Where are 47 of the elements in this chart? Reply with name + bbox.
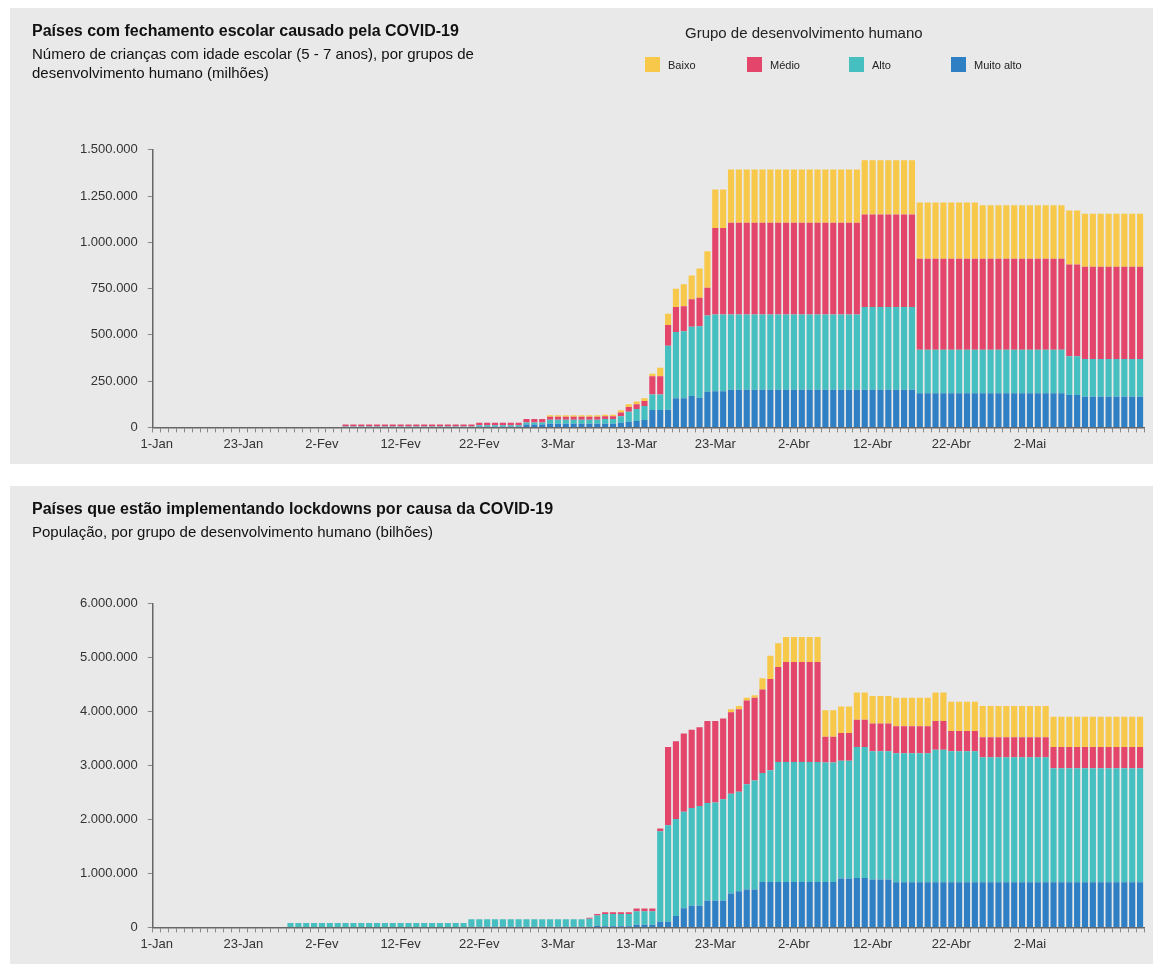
x-tick-label: 12-Fev xyxy=(380,935,422,951)
y-tick-label: 500.000 xyxy=(90,326,138,342)
x-tick-label: 13-Mar xyxy=(616,435,658,451)
y-tick-label: 5.000.000 xyxy=(79,649,138,665)
legend-label: Médio xyxy=(770,58,800,71)
x-tick-label: 22-Fev xyxy=(459,935,501,951)
x-tick-label: 2-Abr xyxy=(778,435,811,451)
y-tick-label: 3.000.000 xyxy=(79,757,138,773)
x-tick-label: 12-Abr xyxy=(853,435,893,451)
y-tick-label: 2.000.000 xyxy=(79,811,138,827)
chart-subtitle: População, por grupo de desenvolvimento humano (bilhões) xyxy=(32,522,435,541)
x-tick-label: 2-Mai xyxy=(1013,935,1047,951)
y-tick-label: 6.000.000 xyxy=(79,595,138,611)
legend-label: Baixo xyxy=(668,58,696,71)
legend-label: Muito alto xyxy=(974,58,1022,71)
x-tick-label: 12-Fev xyxy=(380,435,422,451)
x-tick-label: 3-Mar xyxy=(540,935,576,951)
y-tick-label: 1.000.000 xyxy=(79,233,138,249)
x-tick-label: 22-Abr xyxy=(931,435,972,451)
y-tick-label: 0 xyxy=(130,918,138,934)
y-tick-label: 1.000.000 xyxy=(79,865,138,881)
legend-title: Grupo de desenvolvimento humano xyxy=(685,24,924,41)
chart-title: Países que estão implementando lockdowns por causa da COVID-19 xyxy=(32,500,554,518)
legend-label: Alto xyxy=(872,58,891,71)
x-tick-label: 1-Jan xyxy=(140,935,174,951)
y-tick-label: 250.000 xyxy=(90,372,138,388)
y-tick-label: 1.500.000 xyxy=(79,141,138,157)
x-tick-label: 2-Mai xyxy=(1013,435,1047,451)
x-tick-label: 2-Fev xyxy=(305,435,340,451)
y-tick-label: 1.250.000 xyxy=(79,187,138,203)
y-tick-label: 0 xyxy=(130,418,138,434)
x-tick-label: 13-Mar xyxy=(616,935,658,951)
x-tick-label: 3-Mar xyxy=(540,435,576,451)
x-tick-label: 23-Mar xyxy=(694,935,737,951)
x-tick-label: 12-Abr xyxy=(853,935,893,951)
x-tick-label: 22-Fev xyxy=(459,435,501,451)
x-tick-label: 22-Abr xyxy=(931,935,972,951)
chart-subtitle: Número de crianças com idade escolar (5 - 7 anos), por grupos de desenvolvimento humano (milhões) xyxy=(32,44,475,82)
x-tick-label: 23-Jan xyxy=(223,935,264,951)
chart-title: Países com fechamento escolar causado pela COVID-19 xyxy=(32,22,459,40)
y-tick-label: 4.000.000 xyxy=(79,703,138,719)
x-tick-label: 23-Mar xyxy=(694,435,737,451)
x-tick-label: 23-Jan xyxy=(223,435,264,451)
y-tick-label: 750.000 xyxy=(90,280,138,296)
x-tick-label: 2-Abr xyxy=(778,935,811,951)
x-tick-label: 1-Jan xyxy=(140,435,174,451)
x-tick-label: 2-Fev xyxy=(305,935,340,951)
